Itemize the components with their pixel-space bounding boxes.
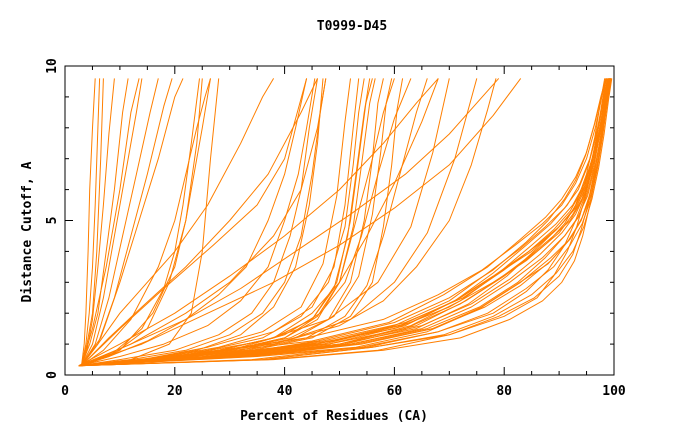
x-tick-label: 80 [496, 384, 512, 399]
model-curve-32 [78, 78, 351, 367]
model-curve-20 [78, 78, 318, 367]
model-curve-17 [81, 78, 318, 367]
curve-group [78, 78, 613, 367]
y-tick-label: 5 [45, 217, 60, 225]
tick-group [64, 65, 615, 376]
model-curve-38 [78, 78, 500, 367]
model-curve-22 [78, 78, 316, 367]
model-curve-18 [81, 78, 308, 367]
model-curve-8 [81, 78, 140, 366]
model-curve-67 [78, 78, 611, 367]
model-curve-12 [81, 78, 200, 367]
model-curve-11 [81, 78, 211, 367]
model-curve-51 [78, 78, 609, 367]
x-axis-label: Percent of Residues (CA) [240, 409, 428, 424]
model-curve-60 [78, 78, 612, 367]
model-curve-30 [78, 78, 393, 367]
model-curve-39 [78, 78, 522, 367]
model-curve-66 [78, 78, 612, 367]
model-curve-4 [81, 78, 129, 366]
model-curve-65 [78, 78, 612, 367]
y-tick-label: 0 [45, 371, 60, 379]
model-curve-27 [78, 78, 376, 367]
model-curve-62 [78, 78, 611, 367]
model-curve-2 [81, 78, 101, 366]
x-tick-label: 100 [602, 384, 626, 399]
model-curve-13 [81, 78, 211, 367]
model-curve-56 [78, 78, 609, 367]
x-tick-label: 40 [277, 384, 293, 399]
model-curve-31 [78, 78, 360, 367]
model-curve-16 [81, 78, 275, 367]
model-curve-3 [81, 78, 104, 366]
model-curve-19 [81, 78, 327, 367]
model-curve-26 [78, 78, 373, 367]
model-curve-9 [81, 78, 184, 366]
tick-label-group: 0 20 40 60 80 100 0 5 10 [45, 58, 626, 399]
model-curve-68 [78, 78, 611, 367]
model-curve-25 [78, 78, 371, 367]
model-curve-23 [78, 78, 324, 367]
model-curve-29 [78, 78, 384, 367]
y-tick-label: 10 [45, 58, 60, 74]
model-curve-40 [78, 78, 439, 367]
model-curve-10 [81, 78, 115, 366]
model-curve-53 [78, 78, 607, 367]
chart-title: T0999-D45 [317, 19, 387, 34]
x-tick-label: 0 [61, 384, 69, 399]
model-curve-1 [81, 78, 96, 366]
y-axis-label: Distance Cutoff, A [20, 161, 35, 302]
model-curve-6 [81, 78, 159, 366]
x-tick-label: 60 [387, 384, 403, 399]
model-curve-36 [78, 78, 428, 367]
model-curve-59 [78, 78, 608, 367]
x-tick-label: 20 [167, 384, 183, 399]
model-curve-21 [78, 78, 327, 367]
model-curve-5 [81, 78, 143, 366]
